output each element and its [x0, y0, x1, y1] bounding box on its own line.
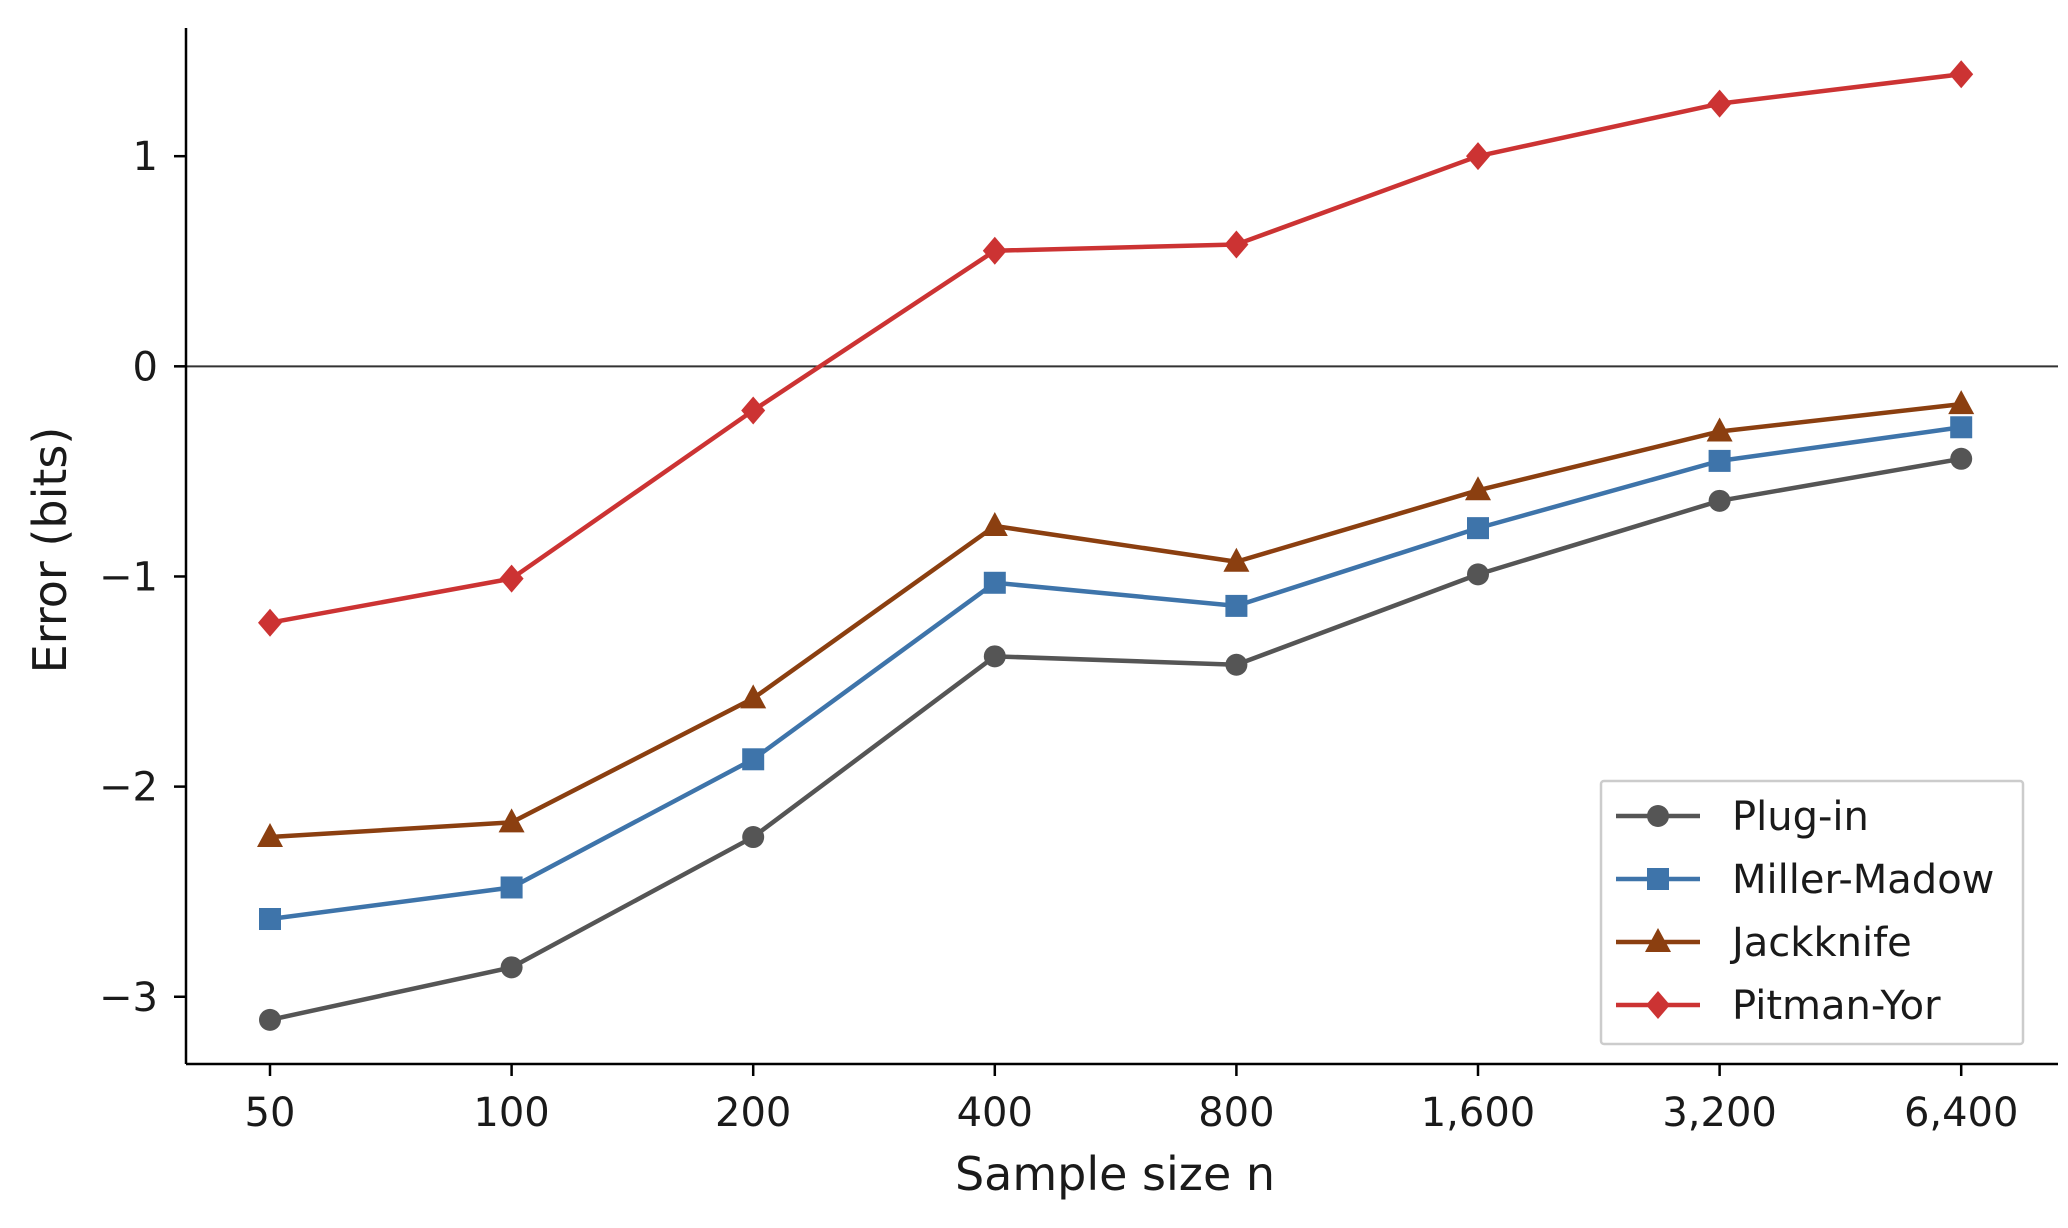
legend-marker — [1647, 868, 1669, 890]
data-point — [1708, 489, 1731, 512]
data-point — [742, 826, 765, 849]
legend-item: Miller-Madow — [1616, 857, 1994, 903]
data-point — [1466, 142, 1490, 171]
series-line — [269, 425, 1962, 922]
data-point — [1950, 416, 1973, 439]
x-tick-label: 200 — [715, 1090, 791, 1136]
data-point — [1225, 594, 1248, 617]
y-tick-label: 0 — [133, 344, 158, 390]
data-point — [258, 608, 282, 637]
data-point — [1707, 89, 1732, 118]
y-tick-label: −3 — [99, 975, 158, 1021]
data-point — [257, 823, 283, 848]
data-point — [1467, 563, 1489, 586]
legend-marker — [1647, 805, 1669, 827]
data-point — [1706, 417, 1733, 442]
data-point — [498, 808, 525, 833]
data-point — [1225, 653, 1248, 676]
y-tick-label: −1 — [99, 554, 158, 600]
series-plug-in — [259, 447, 1973, 1031]
data-point — [741, 396, 766, 425]
data-point — [1950, 447, 1973, 470]
legend-label: Pitman-Yor — [1732, 983, 1941, 1029]
data-point — [983, 645, 1006, 668]
y-tick-label: 1 — [133, 134, 158, 180]
series-line — [269, 401, 1962, 840]
x-tick-label: 100 — [473, 1090, 549, 1136]
legend-label: Miller-Madow — [1732, 857, 1994, 903]
data-point — [1224, 230, 1249, 259]
legend: Plug-in Miller-Madow Jackknife Pitman-Yor — [1599, 779, 2025, 1046]
data-point — [259, 908, 281, 931]
legend-marker — [1646, 991, 1670, 1019]
legend-label: Jackknife — [1729, 920, 1912, 966]
series-layer — [257, 60, 1975, 1031]
x-tick-label: 1,600 — [1421, 1090, 1536, 1136]
series-jackknife — [257, 390, 1975, 848]
data-point — [259, 1008, 281, 1031]
data-point — [982, 236, 1007, 265]
legend-box — [1599, 779, 2025, 1046]
data-point — [740, 684, 767, 709]
data-point — [500, 876, 523, 899]
x-axis-title: Sample size n — [955, 1147, 1275, 1201]
legend-items: Plug-in Miller-Madow Jackknife Pitman-Yor — [1616, 794, 1994, 1029]
data-point — [1948, 390, 1975, 415]
x-ticks: 50 100 200 400 800 1,600 3,200 6,400 — [245, 1064, 2019, 1136]
x-tick-label: 3,200 — [1662, 1090, 1777, 1136]
x-tick-label: 400 — [957, 1090, 1033, 1136]
data-point — [742, 748, 765, 771]
y-ticks: −3 −2 −1 0 1 — [99, 134, 186, 1021]
series-miller-madow — [259, 416, 1973, 931]
legend-label: Plug-in — [1732, 794, 1869, 840]
x-tick-label: 800 — [1198, 1090, 1274, 1136]
y-tick-label: −2 — [99, 765, 158, 811]
axes: 50 100 200 400 800 1,600 3,200 6,400 −3 −2 −1 0 1 — [99, 28, 2058, 1136]
series-pitman-yor — [258, 60, 1974, 637]
data-point — [1465, 476, 1491, 501]
legend-item: Pitman-Yor — [1616, 983, 1941, 1029]
data-point — [499, 564, 524, 593]
legend-item: Jackknife — [1616, 920, 1912, 966]
data-point — [500, 956, 523, 979]
data-point — [1708, 449, 1731, 472]
x-tick-label: 6,400 — [1904, 1090, 2019, 1136]
plot-area — [186, 60, 2058, 1031]
legend-item: Plug-in — [1616, 794, 1869, 840]
data-point — [1467, 517, 1489, 540]
data-point — [1949, 60, 1974, 89]
y-axis-title: Error (bits) — [23, 427, 77, 674]
data-point — [981, 512, 1008, 537]
data-point — [1223, 547, 1250, 572]
x-tick-label: 50 — [245, 1090, 296, 1136]
series-line — [269, 456, 1962, 1023]
series-line — [269, 71, 1962, 625]
legend-marker — [1645, 928, 1671, 952]
data-point — [983, 571, 1006, 594]
